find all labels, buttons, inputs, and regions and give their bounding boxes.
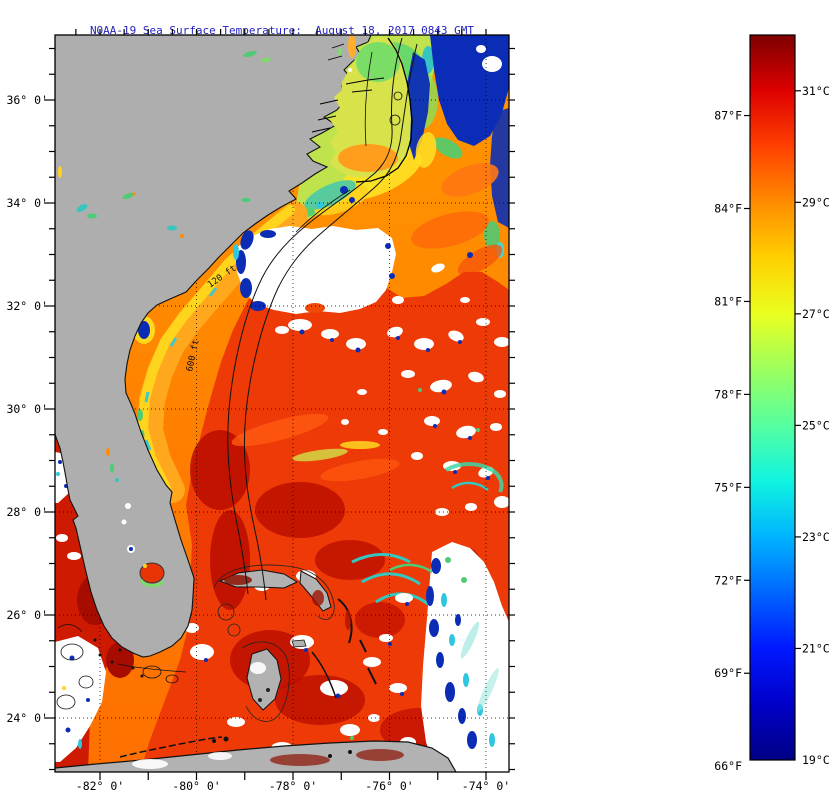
colorbar-c-label: 19°C xyxy=(802,753,830,767)
x-axis-label: -76° 0' xyxy=(365,779,413,793)
title-line-1: NOAA-19 Sea Surface Temperature: August … xyxy=(89,24,475,37)
map-plot-area: 120 ft 600 ft xyxy=(55,35,509,772)
colorbar-f-label: 69°F xyxy=(714,666,742,680)
colorbar-f-label: 87°F xyxy=(714,109,742,123)
colorbar-c-label: 25°C xyxy=(802,418,830,432)
colorbar: 87°F 84°F 81°F 78°F 75°F 72°F 69°F 66°F 31°C 29°… xyxy=(714,34,830,774)
colorbar-f-label: 84°F xyxy=(714,202,742,216)
axis-ticks xyxy=(44,29,515,780)
y-axis-label: 26° 0' xyxy=(6,608,48,622)
x-axis-label: -82° 0' xyxy=(76,779,124,793)
lake-okeechobee xyxy=(139,562,165,584)
colorbar-f-label: 78°F xyxy=(714,387,742,401)
x-axis-label: -74° 0' xyxy=(462,779,510,793)
colorbar-c-label: 31°C xyxy=(802,84,830,98)
x-axis-labels: -82° 0' -80° 0' -78° 0' -76° 0' -74° 0' xyxy=(76,779,510,793)
colorbar-f-label: 75°F xyxy=(714,480,742,494)
y-axis-label: 30° 0' xyxy=(6,402,48,416)
colorbar-c-label: 21°C xyxy=(802,641,830,655)
colorbar-f-label: 66°F xyxy=(714,759,742,773)
y-axis-label: 34° 0' xyxy=(6,196,48,210)
y-axis-label: 36° 0' xyxy=(6,93,48,107)
plot-frame xyxy=(54,34,510,773)
y-axis-labels: 36° 0' 34° 0' 32° 0' 30° 0' 28° 0' 26° 0' 24° … xyxy=(6,93,48,725)
colorbar-c-label: 27°C xyxy=(802,307,830,321)
colorbar-ticks xyxy=(744,90,801,674)
islands-layer xyxy=(55,564,457,772)
colorbar-c-label: 29°C xyxy=(802,195,830,209)
y-axis-label: 28° 0' xyxy=(6,505,48,519)
colorbar-fahrenheit-labels: 87°F 84°F 81°F 78°F 75°F 72°F 69°F 66°F xyxy=(714,109,742,774)
y-axis-label: 24° 0' xyxy=(6,711,48,725)
florida-keys xyxy=(119,736,223,758)
y-axis-label: 32° 0' xyxy=(6,299,48,313)
land-layer xyxy=(55,35,413,658)
colorbar-celsius-labels: 31°C 29°C 27°C 25°C 23°C 21°C 19°C xyxy=(802,84,830,767)
x-axis-label: -78° 0' xyxy=(269,779,317,793)
colorbar-f-label: 72°F xyxy=(714,573,742,587)
bathymetry-contours xyxy=(56,37,418,710)
colorbar-c-label: 23°C xyxy=(802,530,830,544)
colorbar-gradient-bar xyxy=(749,34,796,761)
x-axis-label: -80° 0' xyxy=(172,779,220,793)
colorbar-f-label: 81°F xyxy=(714,294,742,308)
mainland-landmass xyxy=(55,35,372,658)
